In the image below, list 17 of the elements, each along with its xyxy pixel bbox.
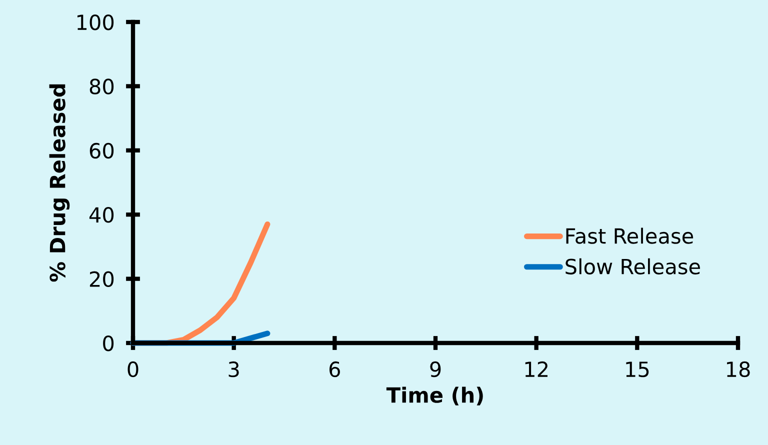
y-tick-label: 20 xyxy=(90,271,114,288)
y-tick-label: 100 xyxy=(77,14,114,30)
x-tick-label: 15 xyxy=(626,362,649,378)
x-tick-label: 9 xyxy=(430,361,441,378)
x-axis-title: Time (h) xyxy=(386,386,483,406)
y-tick-label: 40 xyxy=(89,207,114,223)
y-tick-label: 60 xyxy=(90,142,114,159)
x-tick-label: 3 xyxy=(228,361,239,378)
legend-label: Slow Release xyxy=(566,258,700,274)
y-tick-label: 0 xyxy=(103,335,114,352)
x-tick-label: 0 xyxy=(128,361,138,378)
x-tick-label: 18 xyxy=(727,361,750,378)
legend-label: Fast Release xyxy=(566,228,694,244)
x-tick-label: 12 xyxy=(525,361,548,377)
x-tick-label: 6 xyxy=(329,361,340,378)
y-axis-title: % Drug Released xyxy=(49,84,70,282)
y-tick-label: 80 xyxy=(90,78,114,94)
